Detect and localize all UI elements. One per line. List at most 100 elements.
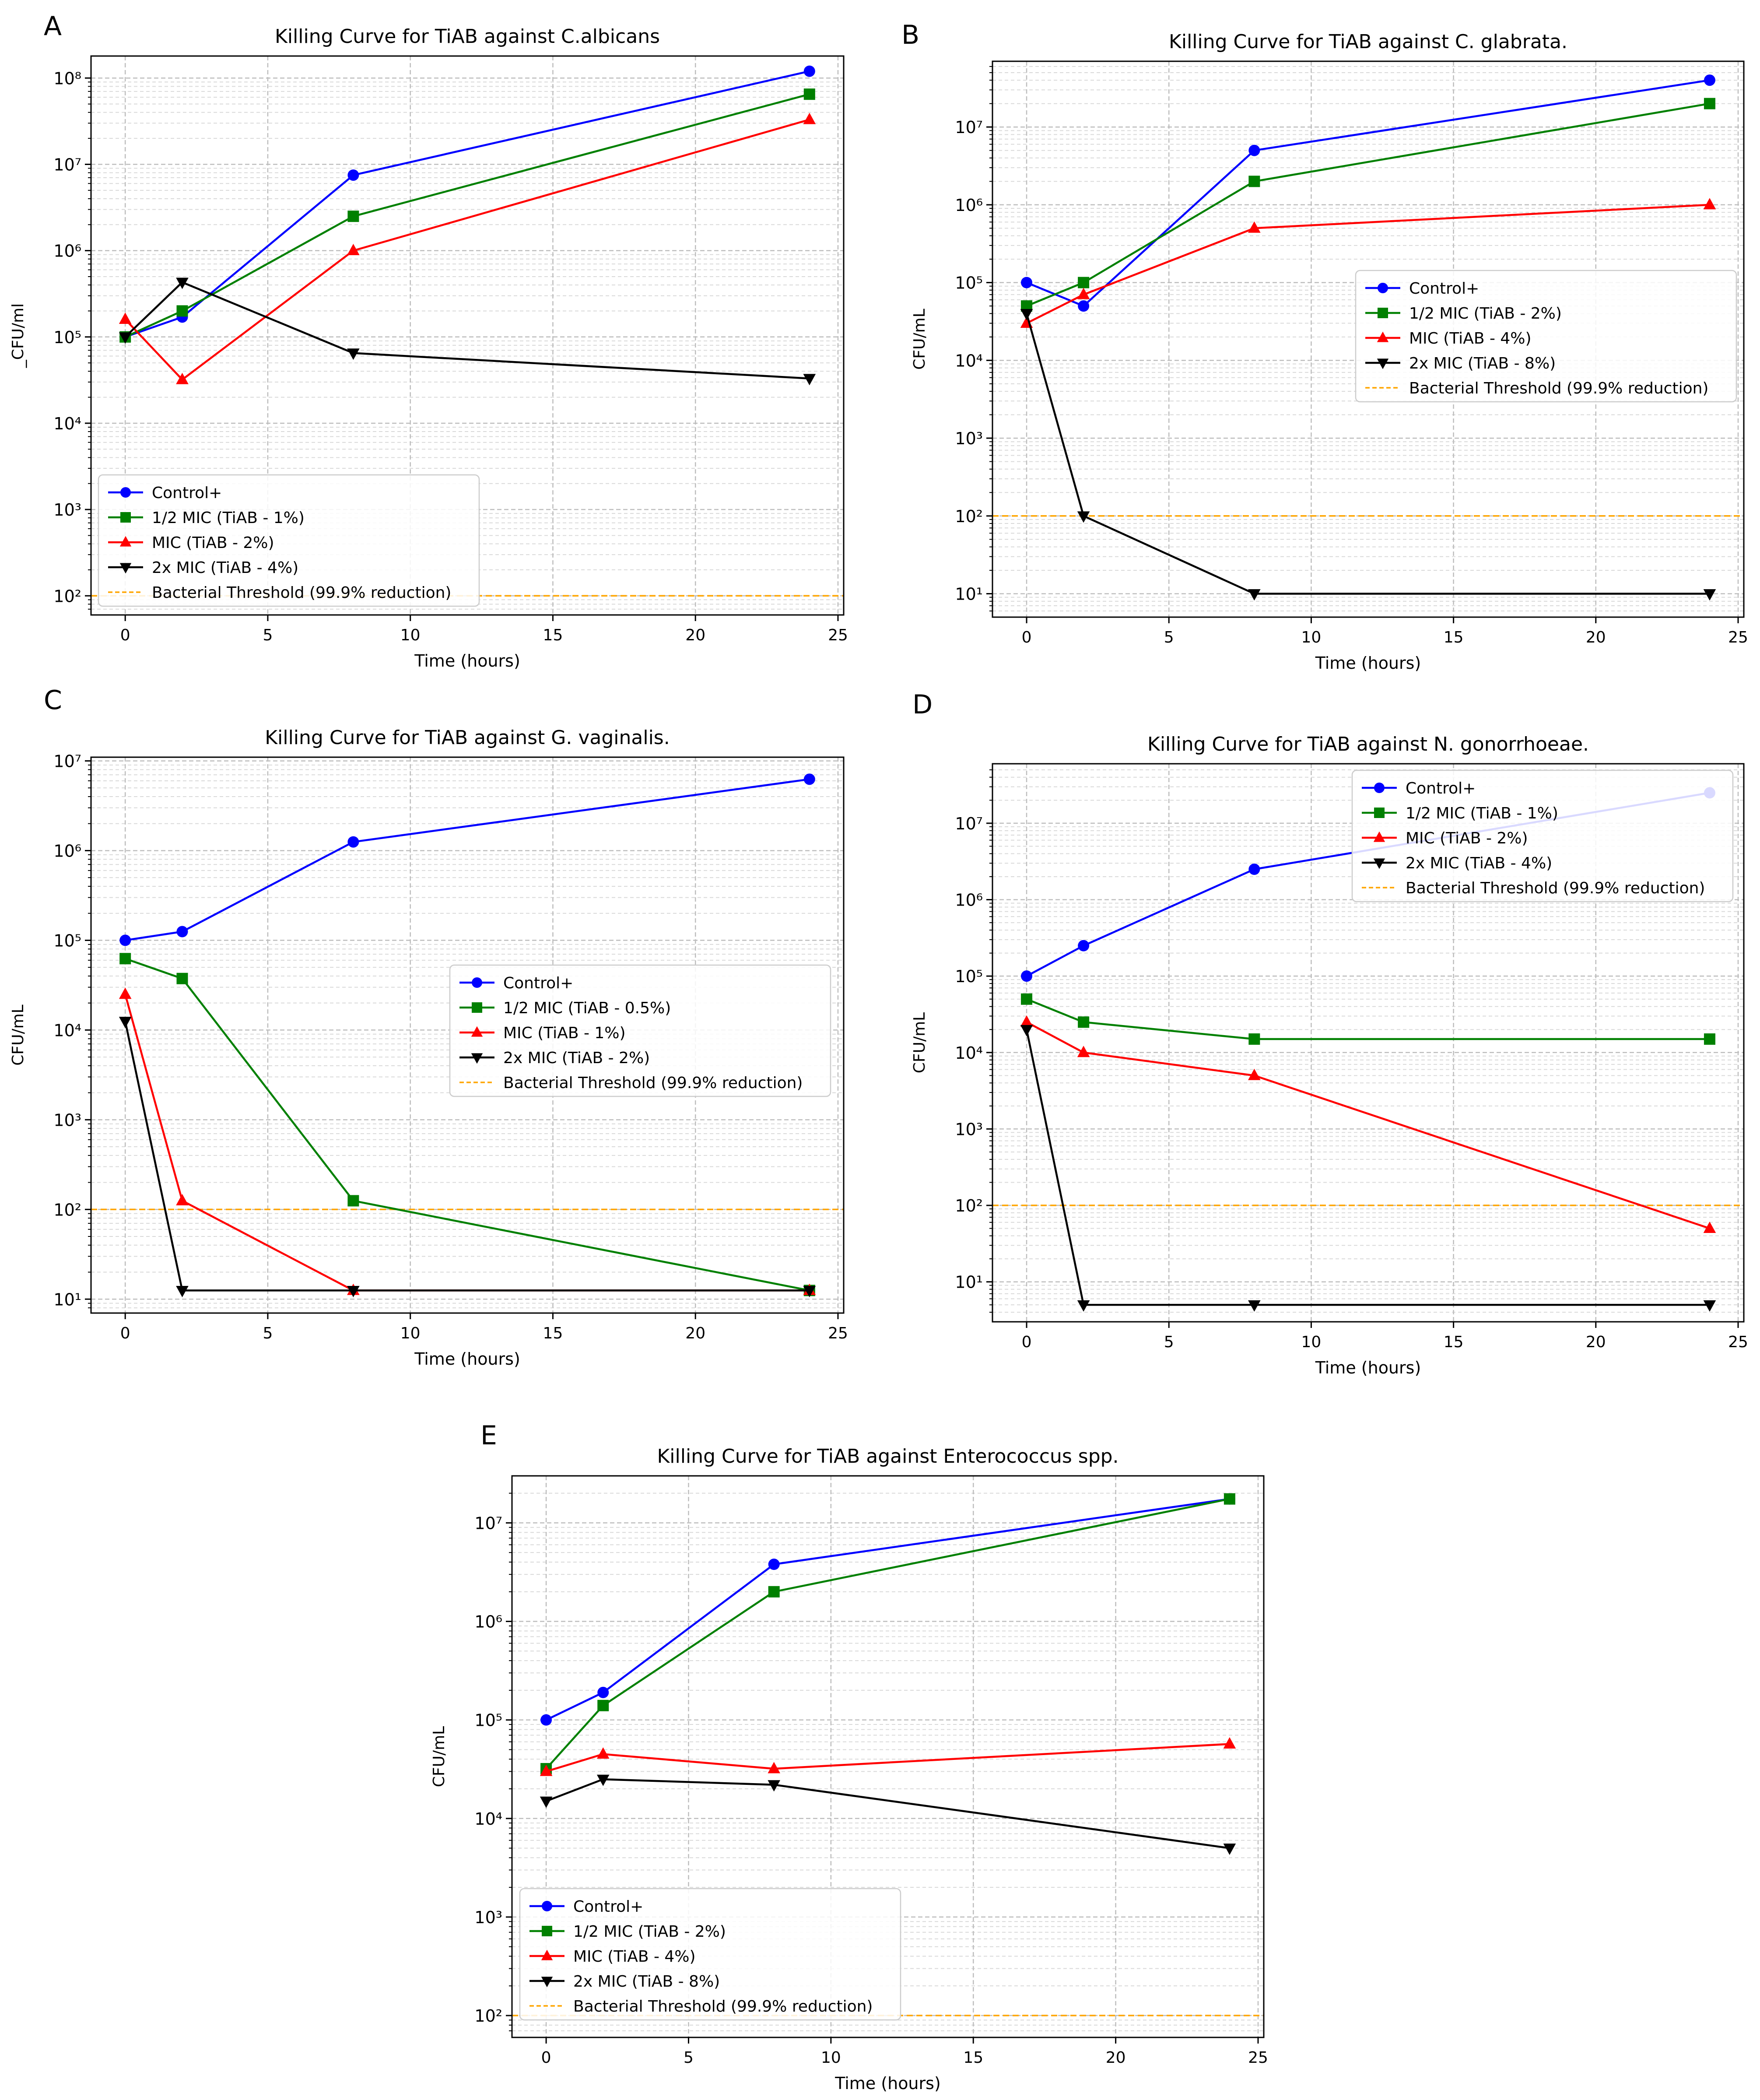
x-tick-label: 0 — [1022, 1333, 1032, 1351]
series-line — [546, 1498, 1230, 1721]
legend-marker — [1378, 283, 1388, 293]
legend-label: 1/2 MIC (TiAB - 2%) — [1409, 305, 1562, 323]
data-point — [176, 973, 188, 984]
x-tick-label: 5 — [263, 1324, 273, 1342]
x-tick-label: 15 — [963, 2049, 983, 2067]
series-line — [1025, 313, 1710, 595]
legend-label: MIC (TiAB - 2%) — [1406, 829, 1528, 847]
y-tick-label: 10³ — [474, 1908, 502, 1927]
legend-label: Bacterial Threshold (99.9% reduction) — [1406, 879, 1705, 897]
legend-box — [1355, 270, 1737, 403]
plot-frame — [90, 55, 845, 616]
data-point — [119, 934, 131, 946]
legend-label: Control+ — [503, 974, 573, 992]
y-tick-label: 10⁸ — [53, 69, 81, 88]
y-tick-label: 10¹ — [955, 585, 983, 604]
y-axis-label: _CFU/ml — [9, 303, 27, 368]
data-point — [1077, 1300, 1090, 1312]
y-tick-label: 10¹ — [53, 1290, 81, 1309]
data-point — [768, 1780, 780, 1792]
data-point — [803, 88, 815, 100]
data-point — [347, 348, 360, 360]
y-tick-label: 10⁵ — [53, 328, 81, 347]
data-point — [1020, 309, 1033, 320]
data-point — [347, 211, 359, 222]
legend-box — [1351, 769, 1734, 903]
data-point — [1021, 993, 1033, 1005]
data-point — [540, 1796, 553, 1808]
x-tick-label: 5 — [263, 626, 273, 644]
x-tick-label: 20 — [1106, 2049, 1126, 2067]
data-point — [768, 1586, 780, 1598]
x-axis-label: Time (hours) — [1315, 653, 1421, 673]
legend-marker — [119, 563, 132, 574]
plot-frame — [90, 756, 845, 1314]
legend-marker — [1373, 858, 1385, 869]
chart-title: Killing Curve for TiAB against Enterococ… — [657, 1445, 1118, 1468]
legend-label: Control+ — [152, 484, 222, 502]
data-point — [347, 1285, 360, 1297]
x-tick-label: 10 — [400, 1324, 421, 1342]
x-tick-label: 10 — [1301, 1333, 1322, 1351]
legend-box — [98, 474, 480, 607]
series-line — [546, 1743, 1230, 1773]
data-point — [347, 169, 359, 181]
data-point — [803, 112, 816, 124]
x-tick-label: 0 — [541, 2049, 551, 2067]
series-2 — [1020, 1015, 1716, 1233]
legend-label: Control+ — [1409, 280, 1479, 298]
x-tick-label: 5 — [1164, 1333, 1174, 1351]
y-tick-label: 10² — [474, 2006, 502, 2026]
data-point — [119, 312, 132, 324]
legend: Control+ 1/2 MIC (TiAB - 2%) MIC (TiAB - 4… — [1355, 270, 1737, 403]
data-point — [347, 244, 360, 256]
legend-marker — [542, 1926, 552, 1936]
legend-label: 2x MIC (TiAB - 4%) — [1406, 854, 1552, 872]
y-tick-label: 10⁷ — [53, 752, 81, 771]
y-tick-label: 10⁴ — [474, 1809, 502, 1829]
y-tick-label: 10⁶ — [53, 841, 81, 860]
legend-marker — [1377, 331, 1389, 342]
data-point — [1020, 1015, 1033, 1027]
data-point — [1703, 198, 1716, 210]
x-tick-label: 0 — [1022, 629, 1032, 646]
legend-marker — [119, 536, 132, 547]
legend-label: Bacterial Threshold (99.9% reduction) — [152, 584, 451, 602]
chart-panel-a: A 0 5 10 15 20 25 10² 10³ 10⁴ 10⁵ 10⁶ 10⁷ 10⁸ Killing … — [9, 11, 848, 671]
panel-letter: D — [912, 689, 933, 720]
y-tick-label: 10⁷ — [955, 814, 983, 833]
series-3 — [1020, 1025, 1716, 1312]
y-axis-label: CFU/mL — [911, 1012, 929, 1073]
data-point — [1077, 288, 1090, 299]
y-tick-label: 10² — [53, 586, 81, 606]
y-tick-label: 10² — [955, 507, 983, 526]
data-point — [1248, 1300, 1261, 1312]
x-tick-label: 15 — [1444, 1333, 1464, 1351]
y-tick-label: 10⁴ — [955, 351, 983, 370]
y-tick-label: 10⁶ — [955, 196, 983, 215]
x-axis-label: Time (hours) — [414, 1349, 520, 1369]
x-tick-label: 25 — [828, 626, 848, 644]
y-axis-label: CFU/mL — [430, 1726, 448, 1787]
data-point — [1223, 1844, 1236, 1855]
series-0 — [119, 773, 815, 946]
data-point — [347, 836, 359, 848]
data-point — [119, 332, 132, 344]
y-tick-label: 10³ — [955, 1120, 983, 1139]
legend-marker — [542, 1901, 552, 1911]
data-point — [119, 987, 132, 999]
series-line — [125, 778, 810, 941]
x-tick-label: 0 — [120, 1324, 130, 1342]
x-tick-label: 5 — [684, 2049, 694, 2067]
legend: Control+ 1/2 MIC (TiAB - 2%) MIC (TiAB - 4… — [519, 1888, 901, 2021]
series-line — [1025, 1029, 1710, 1306]
chart-panel-b: B 0 5 10 15 20 25 10¹ 10² 10³ 10⁴ 10⁵ 10⁶ 10⁷ Killing … — [901, 20, 1748, 673]
x-axis-label: Time (hours) — [414, 651, 520, 671]
legend-label: 2x MIC (TiAB - 8%) — [1409, 355, 1556, 372]
series-line — [1026, 204, 1710, 324]
y-tick-label: 10⁷ — [53, 155, 81, 174]
y-tick-label: 10¹ — [955, 1273, 983, 1292]
legend-label: MIC (TiAB - 1%) — [503, 1024, 626, 1042]
data-point — [1021, 277, 1033, 288]
x-tick-label: 10 — [400, 626, 421, 644]
